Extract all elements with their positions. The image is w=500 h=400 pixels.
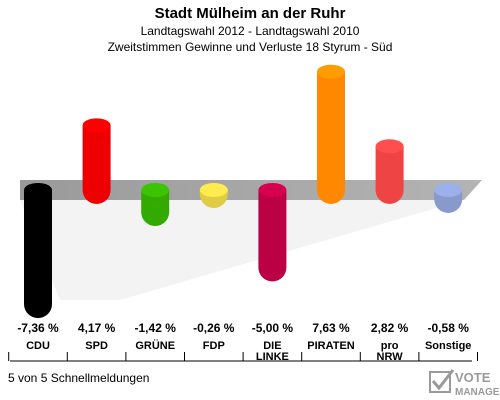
bar-cap — [434, 183, 463, 197]
bar — [375, 146, 404, 205]
footer-text: 5 von 5 Schnellmeldungen — [8, 371, 149, 385]
zero-baseline — [20, 180, 482, 200]
bar-cap — [317, 64, 345, 79]
bar-cap — [258, 183, 287, 197]
value-label: -1,42 % — [135, 321, 177, 335]
bar-cap — [199, 183, 228, 197]
chart-subtitle: Landtagswahl 2012 - Landtagswahl 2010 — [141, 24, 360, 38]
category-label: CDU — [26, 340, 50, 352]
value-label: 7,63 % — [312, 321, 350, 335]
bars — [24, 64, 463, 319]
category-label: SPD — [85, 340, 108, 352]
value-label: -5,00 % — [252, 321, 294, 335]
value-label: -0,58 % — [428, 321, 470, 335]
category-label: GRÜNE — [135, 339, 175, 352]
value-labels: -7,36 % 4,17 % -1,42 % -0,26 % -5,00 % 7,63 %… — [17, 321, 469, 335]
bar — [258, 190, 287, 282]
value-label: -7,36 % — [17, 321, 59, 335]
value-label: 4,17 % — [78, 321, 116, 335]
bar-cap — [24, 183, 52, 197]
baseline-shadow — [20, 200, 464, 300]
bar — [141, 190, 170, 227]
logo-text-manager: MANAGER — [455, 387, 500, 398]
bar — [317, 71, 345, 204]
category-label: PIRATEN — [307, 340, 355, 352]
category-label: DIE — [263, 340, 281, 352]
category-label: Sonstige — [425, 340, 471, 352]
bar-cap — [82, 118, 111, 133]
chart-subtitle-2: Zweitstimmen Gewinne und Verluste 18 Sty… — [108, 40, 393, 54]
category-label: FDP — [203, 340, 225, 352]
category-label: NRW — [377, 351, 404, 363]
vote-manager-logo: VOTE MANAGER — [429, 369, 500, 398]
bar-cap — [375, 139, 404, 154]
value-label: 2,82 % — [371, 321, 409, 335]
logo-box — [429, 371, 451, 393]
category-label: pro — [381, 340, 399, 352]
bar — [82, 125, 111, 205]
chart-title: Stadt Mülheim an der Ruhr — [155, 5, 346, 22]
logo-text-vote: VOTE — [455, 370, 491, 385]
category-label: LINKE — [256, 351, 289, 363]
value-label: -0,26 % — [193, 321, 235, 335]
bar — [24, 190, 52, 319]
bar-cap — [141, 183, 170, 197]
logo-check-icon — [431, 369, 455, 391]
